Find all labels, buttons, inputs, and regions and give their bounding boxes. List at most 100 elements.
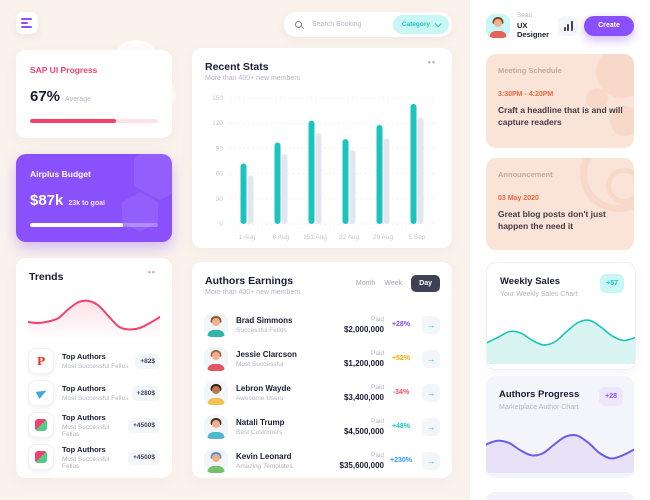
sap-progress-title: SAP UI Progress [30, 65, 98, 75]
earnings-row[interactable]: Lebron Wayde Awesome Users Paid $3,400,0… [204, 376, 440, 409]
authors-progress-card[interactable]: Authors Progress Marketplace Author Char… [486, 376, 634, 478]
svg-text:0: 0 [219, 221, 223, 228]
more-options-button[interactable]: •• [422, 56, 442, 68]
sap-progress-label: Average [65, 96, 91, 103]
trends-list-item[interactable]: P Top Authors Most Successful Fellos +82… [28, 346, 160, 376]
sap-progress-fill [30, 119, 116, 123]
row-arrow-button[interactable]: → [422, 451, 440, 470]
authors-earnings-title: Authors Earnings [205, 275, 294, 287]
telegram-icon [28, 380, 54, 406]
search-icon [294, 20, 304, 30]
weekly-sales-title: Weekly Sales [500, 276, 561, 287]
deco-ring [606, 168, 634, 204]
trend-badge: +4500$ [128, 449, 160, 465]
stats-icon-button[interactable] [558, 15, 578, 36]
weekly-sales-subtitle: Your Weekly Sales Chart [500, 291, 578, 298]
earnings-row[interactable]: Brad Simmons Successful Fellos Paid $2,0… [204, 308, 440, 341]
sap-progress-card: SAP UI Progress 67% Average [16, 50, 172, 138]
hexagon-deco [122, 192, 158, 232]
row-arrow-button[interactable]: → [422, 349, 440, 368]
trends-list-item[interactable]: Top Authors Most Successful Fellos +280$ [28, 378, 160, 408]
meeting-title: Meeting Schedule [498, 66, 562, 75]
earnings-row[interactable]: Natali Trump Best Customers Paid $4,500,… [204, 410, 440, 443]
trends-list-item[interactable]: Top Authors Most Successful Fellos +4500… [28, 442, 160, 472]
trend-title: Top Authors [62, 444, 106, 454]
author-name: Natali Trump [236, 417, 285, 427]
avatar [204, 346, 228, 371]
weekly-sales-badge: +57 [600, 274, 624, 293]
row-arrow-button[interactable]: → [422, 315, 440, 334]
budget-card: Airplus Budget $87k 23k to goal [16, 154, 172, 242]
earnings-row[interactable]: Jessie Clarcson Most Successful Paid $1,… [204, 342, 440, 375]
trend-title: Top Authors [62, 412, 106, 422]
announcement-card[interactable]: Announcement 03 May 2020 Great blog post… [486, 158, 634, 250]
tab-week[interactable]: Week [384, 280, 403, 287]
trend-title: Top Authors [62, 384, 106, 393]
avatar [204, 414, 228, 439]
avatar [204, 448, 228, 473]
right-sidebar: Sean UX Designer Create Meeting Schedule… [470, 0, 650, 500]
earnings-row[interactable]: Kevin Leonard Amazing Templates Paid $35… [204, 444, 440, 477]
palette-icon [28, 412, 54, 438]
authors-progress-title: Authors Progress [499, 389, 580, 400]
paid-label: Paid [370, 315, 384, 323]
avatar [204, 380, 228, 405]
budget-value-row: $87k 23k to goal [30, 192, 105, 209]
budget-value: $87k [30, 192, 64, 209]
author-name: Lebron Wayde [236, 383, 291, 393]
earnings-rows: Brad Simmons Successful Fellos Paid $2,0… [204, 308, 440, 478]
deco-circle [586, 88, 608, 110]
svg-text:29 Aug: 29 Aug [373, 234, 394, 241]
trend-badge: +82$ [135, 353, 160, 369]
announcement-date: 03 May 2020 [498, 195, 539, 202]
recent-stats-chart: 0 30 60 90 120 150 1 Aug 8 Aug 151 Aug 22 Aug 29 A… [204, 92, 436, 249]
tab-month[interactable]: Month [355, 280, 376, 287]
sap-progress-value-row: 67% Average [30, 88, 91, 105]
arrow-right-icon: → [426, 455, 436, 466]
category-label: Category [401, 21, 430, 28]
row-arrow-button[interactable]: → [422, 383, 440, 402]
create-button[interactable]: Create [584, 15, 634, 36]
arrow-right-icon: → [426, 353, 436, 364]
paid-amount: $35,600,000 [339, 460, 385, 470]
svg-text:30: 30 [216, 196, 224, 203]
meeting-schedule-card[interactable]: Meeting Schedule 3:30PM - 4:20PM Craft a… [486, 54, 634, 148]
authors-progress-subtitle: Marketplace Author Chart [499, 404, 579, 411]
trend-badge: +4500$ [128, 417, 160, 433]
authors-earnings-card: Authors Earnings More than 400+ new memb… [192, 262, 452, 478]
author-name: Jessie Clarcson [236, 349, 297, 359]
authors-progress-badge: +28 [599, 387, 623, 406]
arrow-right-icon: → [426, 319, 436, 330]
paid-amount: $3,400,000 [343, 392, 384, 402]
meeting-time: 3:30PM - 4:20PM [498, 91, 554, 98]
more-options-button[interactable]: •• [142, 266, 162, 278]
search-input[interactable] [310, 20, 393, 29]
deco-circle [610, 106, 634, 136]
meeting-text: Craft a headline that is and will captur… [498, 105, 623, 127]
trend-subtitle: Most Successful Fellos [62, 363, 129, 370]
arrow-right-icon: → [426, 421, 436, 432]
paid-label: Paid [370, 451, 384, 459]
profile-avatar[interactable] [486, 13, 510, 38]
trends-list: P Top Authors Most Successful Fellos +82… [28, 346, 160, 474]
earnings-change: +52% [391, 355, 411, 362]
menu-button[interactable] [16, 12, 38, 34]
row-arrow-button[interactable]: → [422, 417, 440, 436]
trends-list-item[interactable]: Top Authors Most Successful Fellos +4500… [28, 410, 160, 440]
weekly-sales-card[interactable]: Weekly Sales Your Weekly Sales Chart +57 [486, 262, 636, 370]
svg-text:8 Aug: 8 Aug [273, 234, 290, 241]
profile-row: Sean UX Designer Create [486, 12, 634, 39]
budget-goal-label: 23k to goal [68, 200, 105, 207]
hamburger-icon [21, 18, 32, 20]
paid-amount: $1,200,000 [343, 358, 384, 368]
trends-card: Trends •• P Top Authors Most Successful … [16, 258, 172, 478]
pinterest-icon: P [28, 348, 54, 374]
category-dropdown[interactable]: Category [392, 15, 449, 34]
svg-text:120: 120 [212, 120, 223, 127]
svg-text:22 Aug: 22 Aug [339, 234, 360, 241]
tab-day[interactable]: Day [411, 275, 440, 292]
svg-text:5 Sep: 5 Sep [409, 234, 426, 241]
budget-title: Airplus Budget [30, 169, 91, 179]
trend-badge: +280$ [131, 385, 160, 401]
